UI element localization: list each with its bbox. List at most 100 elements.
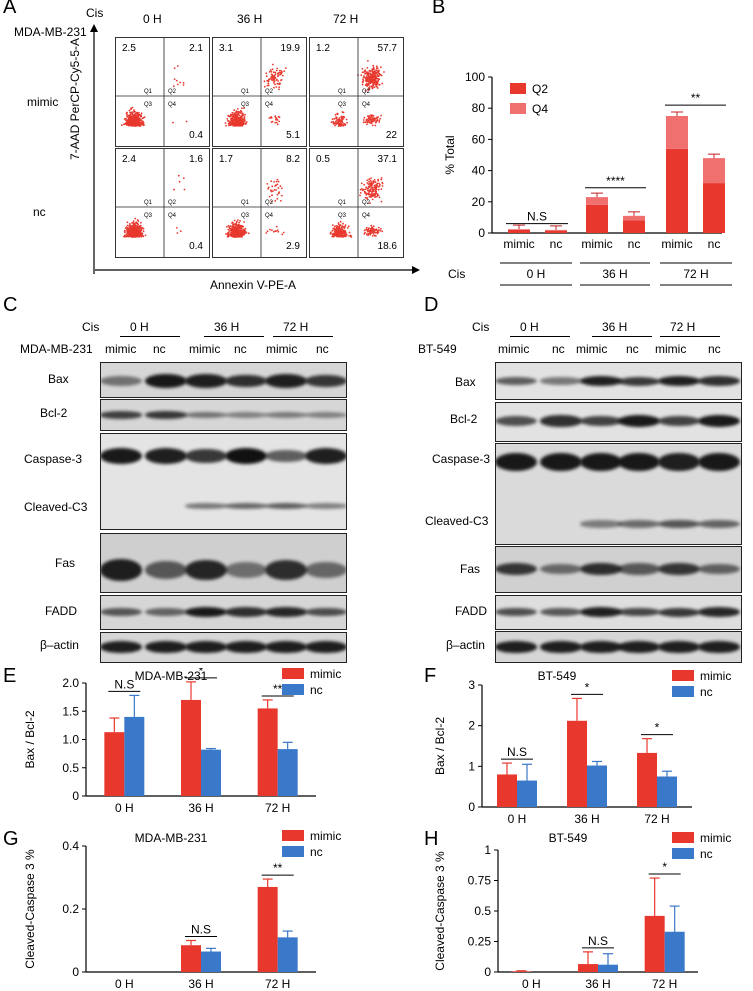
y-axis-label: Bax / Bcl-2 — [433, 717, 447, 775]
quadrant-value-q2: 19.9 — [281, 43, 301, 54]
y-tick-label: 60 — [472, 132, 486, 146]
legend-swatch-q2 — [510, 83, 526, 94]
facs-dot — [177, 174, 180, 177]
facs-dot — [278, 88, 280, 91]
facs-dot — [176, 83, 179, 86]
facs-dot — [284, 67, 287, 69]
facs-dot — [372, 78, 374, 81]
facs-dot — [274, 121, 277, 124]
facs-dot — [373, 179, 376, 181]
y-tick-label: 0 — [484, 965, 491, 979]
facs-scatter: 0.5 37.1 18.6 Q1 Q2 Q3 Q4 — [310, 149, 403, 257]
panel-a-x-arrow — [95, 266, 420, 274]
facs-dot — [333, 234, 335, 236]
facs-dot — [365, 119, 368, 122]
facs-plot: 2.4 1.6 0.4 Q1 Q2 Q3 Q4 — [115, 148, 210, 258]
blot-time-underline — [204, 336, 264, 337]
facs-dot — [235, 110, 238, 113]
blot-band — [185, 503, 227, 509]
facs-dot — [231, 226, 234, 229]
facs-dot — [276, 197, 279, 200]
blot-band — [698, 376, 740, 386]
blot-band — [618, 641, 660, 653]
blot-time-label: 36 H — [214, 320, 240, 334]
blot-band — [540, 607, 582, 617]
blot-membrane — [495, 402, 742, 442]
blot-label: β–actin — [40, 638, 79, 652]
blot-band — [618, 563, 660, 575]
facs-dot — [234, 224, 237, 226]
facs-dot — [280, 79, 283, 81]
facs-dot — [372, 66, 375, 69]
facs-dot — [367, 120, 370, 122]
x-tick-label: 72 H — [652, 977, 677, 990]
facs-dot — [373, 77, 376, 80]
facs-dot — [274, 199, 277, 202]
facs-dot — [373, 86, 376, 88]
y-axis-label: Bax / Bcl-2 — [23, 710, 37, 768]
facs-dot — [375, 191, 377, 194]
blot-lane-label: nc — [153, 342, 166, 356]
panel-g-letter: G — [3, 828, 19, 850]
facs-dot — [241, 112, 244, 115]
facs-dot — [241, 114, 243, 117]
facs-dot — [141, 120, 144, 123]
quadrant-value-q1: 1.2 — [316, 43, 330, 54]
facs-dot — [226, 232, 229, 235]
facs-dot — [229, 234, 232, 236]
blot-membrane — [100, 362, 347, 398]
facs-dot — [338, 226, 341, 229]
facs-dot — [366, 115, 369, 118]
facs-dot — [132, 230, 134, 233]
bar-mimic — [181, 699, 201, 796]
facs-dot — [234, 225, 237, 228]
legend-label-mimic: mimic — [310, 830, 341, 843]
facs-dot — [368, 86, 371, 88]
facs-dot — [375, 228, 377, 231]
facs-dot — [366, 76, 368, 79]
facs-dot — [129, 113, 132, 116]
facs-dot — [370, 177, 372, 179]
facs-dot — [373, 119, 376, 122]
facs-dot — [232, 232, 235, 235]
panel-a-cis-label: Cis — [86, 6, 104, 20]
facs-dot — [371, 235, 374, 237]
blot-label: Cleaved-C3 — [24, 500, 88, 514]
facs-dot — [280, 73, 283, 75]
quadrant-value-q4: 5.1 — [286, 130, 300, 141]
facs-dot — [332, 120, 335, 123]
facs-dot — [376, 87, 379, 89]
facs-dot — [229, 225, 232, 227]
facs-dot — [335, 225, 338, 227]
quadrant-name: Q4 — [362, 213, 371, 219]
blot-label: Bax — [455, 375, 476, 389]
panel-e-letter: E — [3, 665, 17, 687]
facs-dot — [136, 227, 138, 230]
quadrant-name: Q1 — [241, 89, 250, 95]
facs-dot — [173, 67, 176, 70]
facs-dot — [282, 231, 285, 234]
facs-dot — [128, 233, 131, 236]
bar-nc — [277, 937, 298, 972]
facs-dot — [371, 198, 374, 201]
facs-dot — [227, 115, 230, 117]
facs-dot — [277, 75, 279, 78]
facs-dot — [228, 226, 231, 229]
y-tick-label: 0 — [72, 789, 79, 803]
facs-dot — [238, 119, 240, 121]
y-tick-label: 2 — [468, 719, 475, 733]
facs-dot — [270, 78, 273, 81]
facs-dot — [340, 234, 343, 236]
y-tick-label: 0.5 — [62, 761, 79, 775]
facs-dot — [371, 183, 373, 186]
blot-band — [305, 448, 346, 464]
facs-dot — [278, 120, 280, 123]
facs-dot — [273, 181, 275, 183]
facs-dot — [239, 220, 241, 222]
facs-dot — [376, 116, 378, 119]
facs-dot — [368, 69, 371, 72]
blot-band — [618, 607, 660, 617]
significance-label: * — [199, 668, 204, 678]
facs-dot — [365, 78, 367, 81]
facs-dot — [227, 235, 230, 238]
